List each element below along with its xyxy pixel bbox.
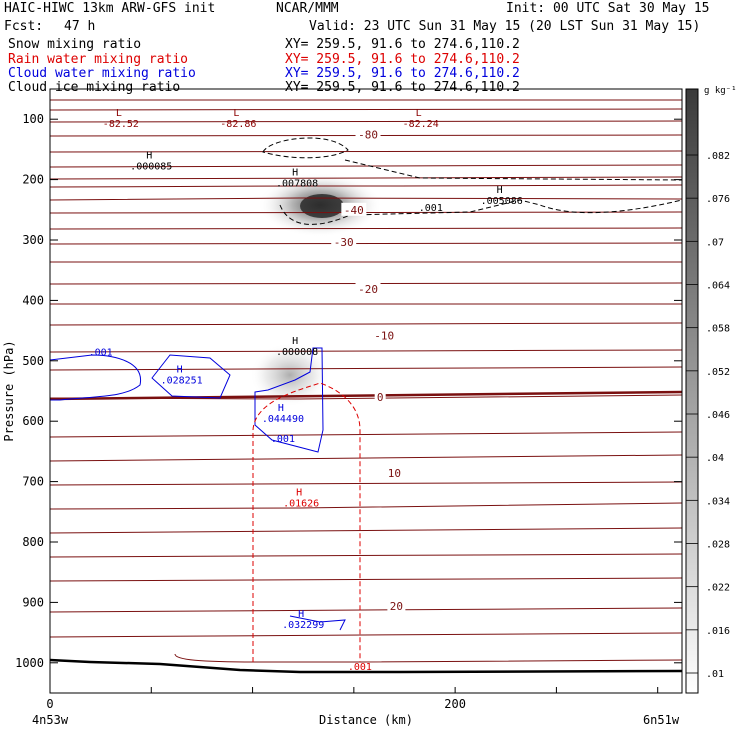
x-right-endpoint: 6n51w (643, 713, 680, 727)
y-tick-label-1: 200 (22, 173, 44, 187)
field-label-cloud-ice: Cloud ice mixing ratio (8, 80, 181, 95)
field-xy-snow: XY= 259.5, 91.6 to 274.6,110.2 (285, 37, 520, 52)
isotherm-label-6: 10 (388, 467, 401, 480)
forecast-hours: 47 h (64, 19, 96, 34)
isotherm-label-bg-6 (385, 466, 404, 480)
y-tick-label-4: 500 (22, 354, 44, 368)
colorbar-label-2: .022 (706, 583, 730, 594)
colorbar-label-0: .01 (706, 669, 724, 680)
freezing-level-isotherm (50, 390, 682, 401)
colorbar-label-4: .034 (706, 496, 730, 507)
colorbar-label-8: .058 (706, 324, 730, 335)
isotherm-label-4: -10 (374, 329, 394, 342)
field-label-snow: Snow mixing ratio (8, 37, 142, 52)
isotherm-label-2: -30 (334, 236, 354, 249)
isotherm-label-bg-4 (371, 328, 397, 342)
y-tick-label-5: 600 (22, 414, 44, 428)
extremum-value-1: -82.86 (220, 119, 256, 130)
x-left-endpoint: 4n53w (32, 713, 69, 727)
extremum-value-2: -82.24 (403, 119, 439, 130)
snow-shading-upper-core (300, 194, 344, 218)
colorbar-label-6: .046 (706, 410, 730, 421)
extremum-mark-7: H (177, 364, 183, 375)
y-tick-label-2: 300 (22, 233, 44, 247)
extremum-mark-0: L (116, 108, 122, 119)
field-label-cloud-water: Cloud water mixing ratio (8, 66, 196, 81)
extremum-value-4: .007808 (276, 178, 318, 189)
colorbar-label-5: .04 (706, 453, 724, 464)
colorbar-label-3: .028 (706, 540, 730, 551)
isotherm-label-5: 0 (377, 391, 384, 404)
init-time: Init: 00 UTC Sat 30 May 15 (506, 1, 710, 16)
cloud-water-contours (50, 347, 346, 631)
isotherm-label-1: -40 (344, 204, 364, 217)
contour-label-1: .001 (89, 348, 113, 359)
forecast-label: Fcst: (4, 19, 44, 34)
extremum-value-10: .032299 (282, 620, 324, 631)
colorbar-label-7: .052 (706, 367, 730, 378)
contour-label-0: .001 (419, 203, 443, 214)
x-axis-label: Distance (km) (319, 713, 413, 727)
terrain-line (50, 658, 682, 674)
isotherm-label-bg-0 (355, 127, 381, 141)
isotherm-label-bg-7 (387, 599, 406, 613)
isotherm-label-bg-5 (374, 390, 386, 404)
extremum-mark-1: L (233, 108, 239, 119)
snow-shading-mid (250, 343, 330, 407)
y-tick-label-7: 800 (22, 535, 44, 549)
extremum-value-7: .028251 (161, 375, 203, 386)
extremum-value-0: -82.52 (103, 119, 139, 130)
x-tick-label-0: 0 (46, 697, 53, 711)
y-tick-label-0: 100 (22, 112, 44, 126)
field-xy-cloud-water: XY= 259.5, 91.6 to 274.6,110.2 (285, 66, 520, 81)
colorbar-label-10: .07 (706, 237, 724, 248)
plot-frame (49, 88, 683, 694)
extremum-mark-4: H (292, 167, 298, 178)
colorbar-units: g kg⁻¹ (704, 86, 737, 96)
y-tick-label-6: 700 (22, 475, 44, 489)
center-label: NCAR/MMM (276, 1, 339, 16)
extremum-mark-10: H (298, 609, 304, 620)
isotherms (50, 99, 682, 663)
extremum-mark-5: H (497, 185, 503, 196)
colorbar-label-12: .082 (706, 151, 730, 162)
isotherm-label-bg-3 (355, 281, 381, 295)
field-xy-rain: XY= 259.5, 91.6 to 274.6,110.2 (285, 52, 520, 67)
field-label-rain: Rain water mixing ratio (8, 52, 189, 67)
x-tick-label-1: 200 (444, 697, 466, 711)
contour-label-3: .001 (348, 662, 372, 673)
isotherm-label-bg-2 (331, 234, 357, 248)
extremum-value-5: .005086 (481, 196, 523, 207)
y-tick-label-8: 900 (22, 595, 44, 609)
rain-water-contour (252, 382, 361, 662)
isotherm-label-3: -20 (358, 283, 378, 296)
cloud-ice-contour (262, 137, 682, 225)
extremum-mark-6: H (292, 336, 298, 347)
field-xy-cloud-ice: XY= 259.5, 91.6 to 274.6,110.2 (285, 80, 520, 95)
y-tick-label-9: 1000 (15, 656, 44, 670)
valid-time: Valid: 23 UTC Sun 31 May 15 (20 LST Sun … (309, 19, 701, 34)
extremum-mark-3: H (146, 150, 152, 161)
colorbar-label-11: .076 (706, 194, 730, 205)
colorbar (685, 88, 699, 694)
extremum-mark-8: H (278, 403, 284, 414)
extremum-value-8: .044490 (262, 414, 304, 425)
extremum-mark-2: L (416, 108, 422, 119)
isotherm-label-0: -80 (358, 128, 378, 141)
isotherm-label-7: 20 (390, 600, 403, 613)
y-tick-label-3: 400 (22, 293, 44, 307)
isotherm-label-bg-1 (341, 202, 367, 216)
extremum-value-6: .000008 (276, 347, 318, 358)
y-axis-label: Pressure (hPa) (2, 340, 16, 441)
extremum-value-3: .000085 (130, 161, 172, 172)
contour-label-2: .001 (271, 434, 295, 445)
colorbar-label-9: .064 (706, 281, 730, 292)
extremum-mark-9: H (296, 487, 302, 498)
extremum-value-9: .01626 (283, 498, 319, 509)
chart-title: HAIC-HIWC 13km ARW-GFS init (4, 1, 216, 16)
colorbar-label-1: .016 (706, 626, 730, 637)
